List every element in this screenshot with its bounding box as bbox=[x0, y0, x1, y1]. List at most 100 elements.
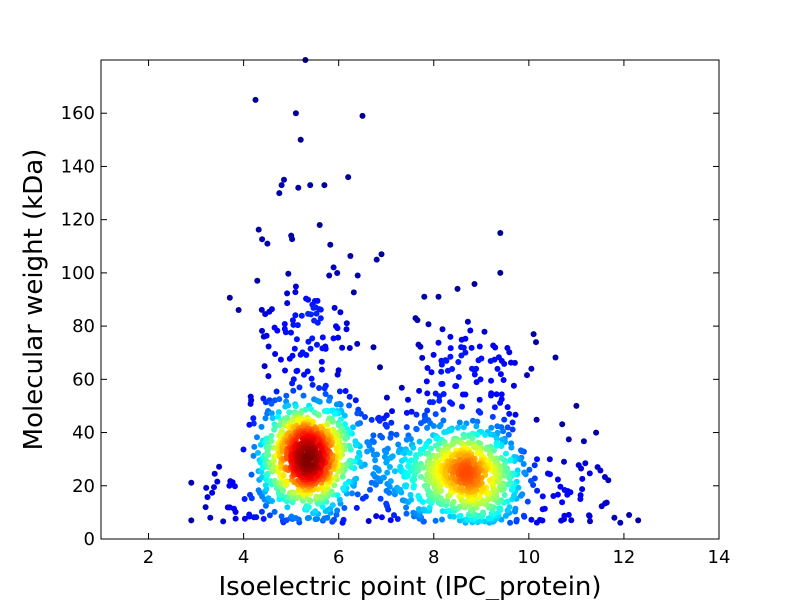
data-point bbox=[292, 403, 299, 410]
data-point bbox=[334, 371, 341, 378]
data-point bbox=[499, 436, 506, 443]
data-point bbox=[343, 326, 350, 333]
data-point bbox=[292, 110, 299, 117]
data-point bbox=[255, 226, 262, 233]
data-point bbox=[559, 421, 566, 428]
data-point bbox=[440, 406, 447, 413]
data-point bbox=[443, 428, 450, 435]
data-point bbox=[250, 420, 257, 427]
data-point bbox=[413, 411, 420, 418]
data-point bbox=[439, 380, 446, 387]
data-point bbox=[262, 482, 269, 489]
data-point bbox=[415, 467, 422, 474]
data-point bbox=[391, 468, 398, 475]
data-point bbox=[635, 517, 642, 524]
data-point bbox=[269, 415, 276, 422]
data-point bbox=[432, 517, 439, 524]
data-point bbox=[252, 96, 259, 103]
data-point bbox=[312, 508, 319, 515]
data-point bbox=[291, 345, 298, 352]
plot-area-frame bbox=[100, 59, 720, 540]
data-point bbox=[281, 321, 288, 327]
data-point bbox=[438, 361, 445, 368]
data-point bbox=[330, 335, 337, 342]
x-tick-label: 6 bbox=[333, 547, 344, 568]
data-point bbox=[518, 447, 524, 454]
data-point bbox=[318, 493, 325, 500]
data-point bbox=[403, 504, 410, 511]
data-point bbox=[271, 444, 278, 451]
data-point bbox=[352, 442, 359, 449]
data-point bbox=[428, 445, 434, 452]
data-point bbox=[512, 411, 519, 418]
data-point bbox=[476, 343, 483, 350]
data-point bbox=[424, 390, 431, 397]
data-point bbox=[579, 475, 586, 482]
data-point bbox=[266, 308, 273, 315]
data-point bbox=[500, 428, 507, 435]
data-point bbox=[331, 516, 337, 523]
data-point bbox=[508, 359, 514, 366]
data-point bbox=[577, 492, 584, 499]
data-point bbox=[568, 517, 575, 524]
data-point bbox=[386, 464, 393, 470]
data-point bbox=[537, 516, 543, 523]
data-point bbox=[408, 496, 415, 503]
data-point bbox=[203, 484, 210, 491]
data-point bbox=[475, 357, 482, 364]
y-tick-label: 120 bbox=[61, 210, 95, 231]
data-point bbox=[354, 272, 361, 279]
data-point bbox=[436, 393, 443, 400]
data-point bbox=[401, 456, 408, 463]
data-point bbox=[435, 339, 442, 346]
data-point bbox=[335, 334, 342, 341]
data-point bbox=[520, 512, 527, 519]
data-point bbox=[462, 469, 469, 476]
data-point bbox=[404, 472, 411, 479]
data-point bbox=[327, 241, 334, 248]
data-point bbox=[216, 463, 223, 470]
data-point bbox=[432, 411, 439, 418]
data-point bbox=[420, 506, 427, 513]
data-point bbox=[387, 478, 394, 485]
data-point bbox=[425, 321, 432, 328]
data-point bbox=[439, 516, 445, 523]
data-point bbox=[594, 464, 601, 471]
data-point bbox=[510, 382, 517, 389]
data-point bbox=[460, 424, 467, 431]
data-point bbox=[424, 424, 431, 431]
data-point bbox=[370, 471, 377, 478]
data-point bbox=[515, 484, 522, 491]
data-point bbox=[458, 352, 465, 359]
data-point bbox=[319, 334, 326, 341]
data-point bbox=[379, 434, 386, 441]
data-point bbox=[501, 472, 508, 479]
data-point bbox=[480, 485, 487, 492]
data-point bbox=[530, 331, 537, 338]
data-point bbox=[368, 416, 375, 423]
data-point bbox=[288, 232, 295, 239]
data-point bbox=[486, 477, 493, 484]
data-point bbox=[455, 424, 461, 431]
data-point bbox=[362, 414, 368, 420]
data-point bbox=[292, 289, 299, 296]
data-point bbox=[504, 424, 511, 431]
data-point bbox=[207, 514, 214, 521]
data-point bbox=[443, 357, 450, 364]
data-point bbox=[335, 468, 342, 475]
data-point bbox=[498, 391, 505, 398]
data-point bbox=[477, 376, 484, 383]
data-point bbox=[447, 399, 454, 406]
data-point bbox=[494, 365, 501, 372]
data-point bbox=[524, 372, 530, 379]
data-point bbox=[284, 290, 291, 297]
data-point bbox=[383, 394, 390, 401]
data-point bbox=[264, 470, 271, 477]
data-point bbox=[300, 392, 307, 399]
data-point bbox=[408, 408, 415, 415]
data-point bbox=[503, 450, 509, 457]
data-point bbox=[281, 176, 287, 183]
data-point bbox=[248, 495, 255, 502]
data-point bbox=[346, 393, 353, 400]
